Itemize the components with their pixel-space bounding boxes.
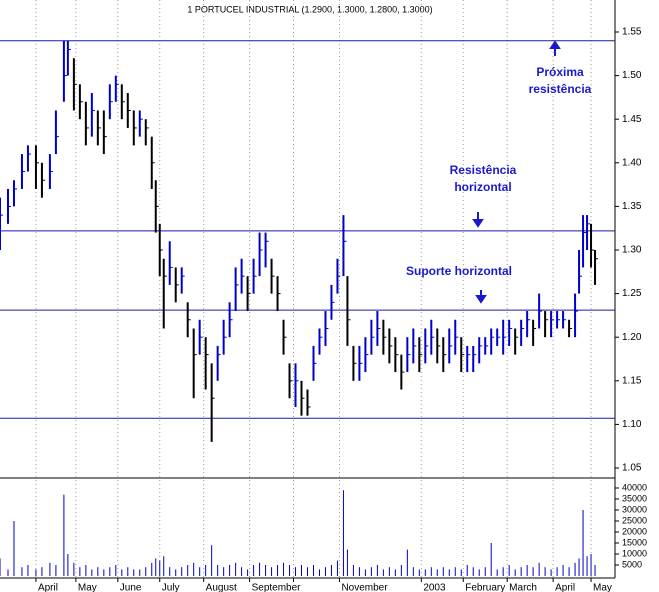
arrow: [472, 212, 484, 228]
x-tick-label: September: [252, 583, 302, 592]
x-tick-label: August: [206, 583, 237, 592]
x-tick-label: May: [78, 583, 97, 592]
volume-tick-label: 40000: [622, 482, 647, 492]
y-tick-label: 1.30: [622, 245, 642, 256]
x-tick-label: 2003: [423, 583, 446, 592]
volume-tick-label: 30000: [622, 504, 647, 514]
annotation: resistência: [529, 82, 592, 96]
y-tick-label: 1.50: [622, 70, 642, 81]
volume-tick-label: 10000: [622, 548, 647, 558]
arrow: [475, 290, 487, 304]
x-tick-label: March: [509, 583, 537, 592]
y-tick-label: 1.05: [622, 463, 642, 474]
x-tick-label: April: [38, 583, 58, 592]
volume-tick-label: 5000: [622, 559, 642, 569]
annotation: Resistência: [450, 163, 517, 177]
volume-tick-label: 15000: [622, 537, 647, 547]
x-tick-label: November: [341, 583, 388, 592]
arrow: [549, 40, 561, 56]
y-tick-label: 1.45: [622, 114, 642, 125]
x-tick-label: June: [120, 583, 142, 592]
x-tick-label: May: [593, 583, 612, 592]
y-tick-label: 1.15: [622, 375, 642, 386]
y-tick-label: 1.40: [622, 157, 642, 168]
x-tick-label: February: [465, 583, 505, 592]
y-tick-label: 1.55: [622, 27, 642, 38]
x-tick-label: April: [555, 583, 575, 592]
chart-title: 1 PORTUCEL INDUSTRIAL (1.2900, 1.3000, 1…: [187, 4, 432, 14]
volume-tick-label: 25000: [622, 515, 647, 525]
y-tick-label: 1.20: [622, 332, 642, 343]
y-tick-label: 1.25: [622, 288, 642, 299]
y-tick-label: 1.35: [622, 201, 642, 212]
annotation: horizontal: [454, 180, 511, 194]
volume-tick-label: 20000: [622, 526, 647, 536]
annotation: Suporte horizontal: [406, 264, 512, 278]
annotation: Próxima: [536, 65, 584, 79]
volume-tick-label: 35000: [622, 493, 647, 503]
y-tick-label: 1.10: [622, 419, 642, 430]
x-tick-label: July: [162, 583, 180, 592]
